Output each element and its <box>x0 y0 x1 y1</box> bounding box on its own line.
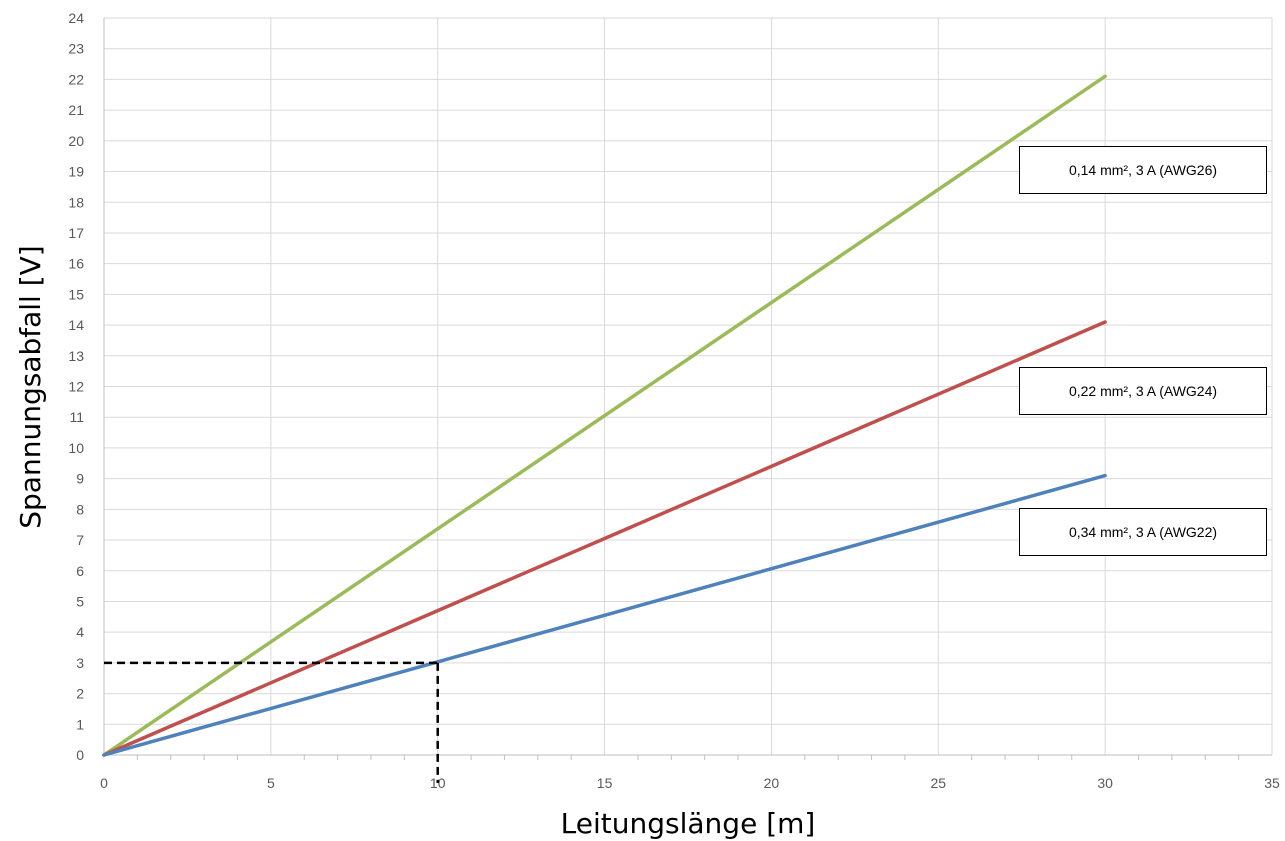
y-tick-label: 4 <box>76 624 84 640</box>
series-label-awg22: 0,34 mm², 3 A (AWG22) <box>1019 508 1267 556</box>
y-tick-label: 1 <box>76 716 84 732</box>
x-tick-label: 15 <box>597 775 613 791</box>
y-tick-label: 11 <box>69 409 84 425</box>
series-label-awg24: 0,22 mm², 3 A (AWG24) <box>1019 367 1267 415</box>
y-tick-label: 23 <box>68 41 84 57</box>
y-tick-label: 0 <box>76 747 84 763</box>
y-tick-label: 13 <box>68 348 84 364</box>
y-tick-label: 3 <box>76 655 84 671</box>
x-tick-label: 30 <box>1097 775 1113 791</box>
grid <box>104 17 1273 755</box>
series-line-0 <box>102 74 1107 757</box>
y-tick-label: 5 <box>76 593 84 609</box>
y-tick-label: 15 <box>68 286 84 302</box>
y-tick-label: 24 <box>68 10 84 26</box>
y-tick-label: 2 <box>76 686 84 702</box>
y-tick-label: 21 <box>68 102 84 118</box>
y-tick-label: 18 <box>68 194 84 210</box>
x-tick-label: 35 <box>1264 775 1280 791</box>
x-axis: 05101520253035 <box>100 754 1280 791</box>
x-tick-label: 5 <box>267 775 275 791</box>
y-tick-label: 22 <box>68 71 84 87</box>
y-tick-label: 6 <box>76 563 84 579</box>
y-axis-title: Spannungsabfall [V] <box>14 245 47 528</box>
y-tick-label: 9 <box>76 471 84 487</box>
y-tick-label: 16 <box>68 256 84 272</box>
y-tick-label: 7 <box>76 532 84 548</box>
x-tick-label: 25 <box>930 775 946 791</box>
y-tick-label: 12 <box>68 379 84 395</box>
x-tick-label: 0 <box>100 775 108 791</box>
x-axis-title: Leitungslänge [m] <box>561 807 816 840</box>
y-tick-label: 20 <box>68 133 84 149</box>
y-tick-label: 17 <box>68 225 84 241</box>
series-label-awg26: 0,14 mm², 3 A (AWG26) <box>1019 146 1267 194</box>
y-tick-label: 10 <box>68 440 84 456</box>
x-tick-label: 20 <box>764 775 780 791</box>
y-tick-label: 19 <box>68 164 84 180</box>
series-line-2 <box>102 473 1107 757</box>
y-tick-label: 8 <box>76 501 84 517</box>
series-line-1 <box>102 320 1107 757</box>
reference-guide <box>104 661 439 783</box>
y-tick-label: 14 <box>68 317 84 333</box>
series-lines <box>102 74 1107 757</box>
